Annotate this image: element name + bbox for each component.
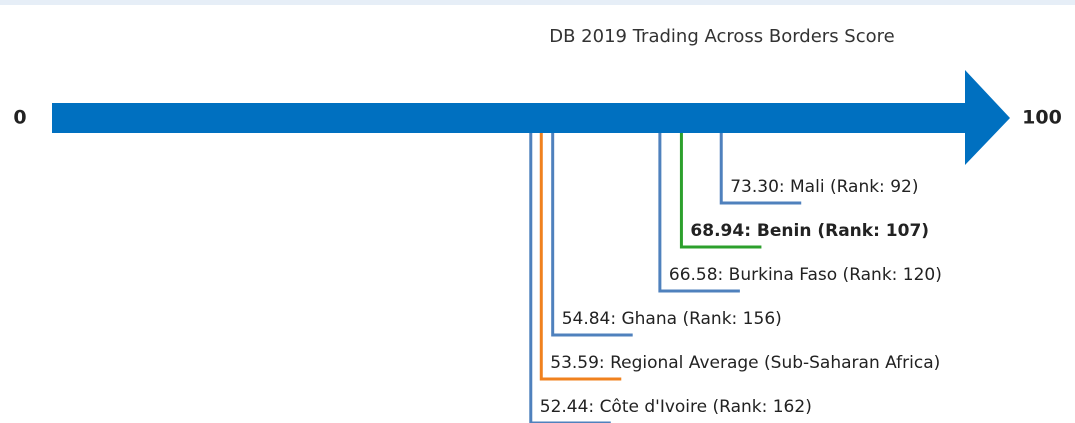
chart-title: DB 2019 Trading Across Borders Score [549, 26, 894, 47]
x-tick-label: 0 [13, 107, 26, 129]
marker-line [551, 133, 633, 337]
data-label: 54.84: Ghana (Rank: 156) [562, 309, 782, 329]
top-band [0, 0, 1075, 5]
data-label: 53.59: Regional Average (Sub-Saharan Afr… [550, 353, 940, 373]
x-tick-label: 100 [1022, 107, 1062, 129]
axis-arrow [52, 70, 1010, 165]
marker-line [658, 133, 740, 293]
data-label: 66.58: Burkina Faso (Rank: 120) [669, 265, 942, 285]
marker-line [529, 133, 611, 423]
marker-line [679, 133, 762, 249]
data-label: 52.44: Côte d'Ivoire (Rank: 162) [540, 397, 812, 417]
data-label: 73.30: Mali (Rank: 92) [730, 177, 918, 197]
marker-line [539, 133, 622, 381]
marker-line [719, 133, 802, 205]
data-label: 68.94: Benin (Rank: 107) [690, 221, 929, 241]
